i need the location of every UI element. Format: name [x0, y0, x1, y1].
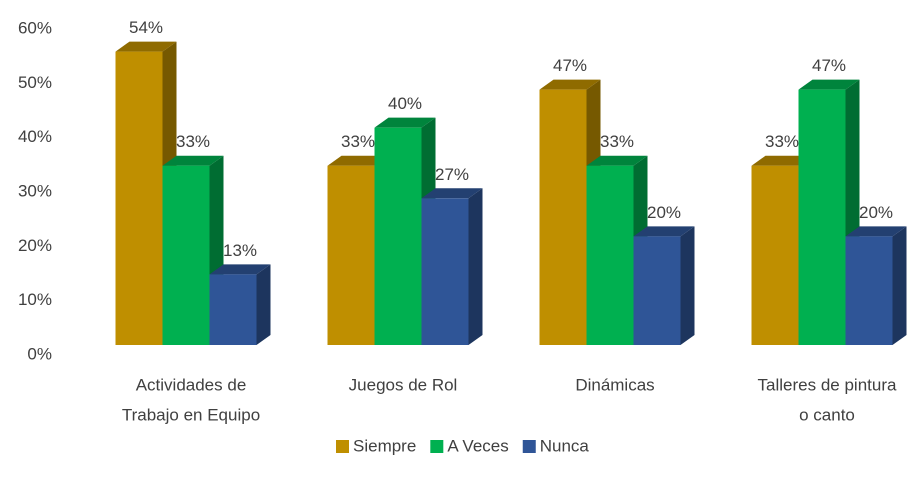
- data-label: 47%: [553, 56, 587, 75]
- y-tick-label: 0%: [27, 344, 52, 363]
- y-tick-label: 30%: [18, 181, 52, 200]
- bar: [421, 198, 469, 345]
- bar: [586, 165, 634, 345]
- bar: [845, 236, 893, 345]
- bar-top: [845, 226, 907, 237]
- bar-side: [892, 226, 907, 345]
- bar: [633, 236, 681, 345]
- bar-top: [115, 41, 177, 52]
- legend-swatch: [522, 440, 536, 453]
- bar: [539, 89, 587, 345]
- bar-top: [586, 155, 648, 166]
- data-label: 54%: [129, 18, 163, 37]
- data-label: 33%: [765, 132, 799, 151]
- legend-label: Nunca: [540, 436, 590, 455]
- data-label: 40%: [388, 94, 422, 113]
- bar-top: [374, 117, 436, 128]
- bar-top: [798, 79, 860, 90]
- x-tick-label: o canto: [799, 405, 855, 424]
- y-tick-label: 10%: [18, 290, 52, 309]
- data-label: 20%: [859, 203, 893, 222]
- x-tick-label: Talleres de pintura: [758, 375, 897, 394]
- bar-top: [539, 79, 601, 90]
- x-tick-label: Juegos de Rol: [349, 375, 458, 394]
- bar: [798, 89, 846, 345]
- bar-top: [209, 264, 271, 275]
- bar-side: [468, 188, 483, 345]
- bar-top: [162, 155, 224, 166]
- data-label: 20%: [647, 203, 681, 222]
- bar: [162, 165, 210, 345]
- y-tick-label: 20%: [18, 236, 52, 255]
- bar-top: [421, 188, 483, 199]
- data-label: 13%: [223, 241, 257, 260]
- bar-top: [633, 226, 695, 237]
- legend-swatch: [336, 440, 349, 453]
- data-label: 47%: [812, 56, 846, 75]
- bar: [751, 165, 799, 345]
- x-tick-label: Actividades de: [136, 375, 247, 394]
- x-tick-label: Trabajo en Equipo: [122, 405, 260, 424]
- legend-label: A Veces: [447, 436, 508, 455]
- data-label: 33%: [341, 132, 375, 151]
- y-tick-label: 50%: [18, 73, 52, 92]
- bar-side: [680, 226, 695, 345]
- data-label: 33%: [176, 132, 210, 151]
- bar-top: [327, 155, 389, 166]
- bar: [374, 127, 422, 346]
- y-tick-label: 40%: [18, 127, 52, 146]
- bar: [209, 274, 257, 345]
- bar: [327, 165, 375, 345]
- legend-label: Siempre: [353, 436, 416, 455]
- bar-top: [751, 155, 813, 166]
- x-tick-label: Dinámicas: [575, 375, 654, 394]
- data-label: 33%: [600, 132, 634, 151]
- legend-swatch: [430, 440, 444, 453]
- y-tick-label: 60%: [18, 18, 52, 37]
- bar-side: [256, 264, 271, 345]
- data-label: 27%: [435, 165, 469, 184]
- bar: [115, 51, 163, 345]
